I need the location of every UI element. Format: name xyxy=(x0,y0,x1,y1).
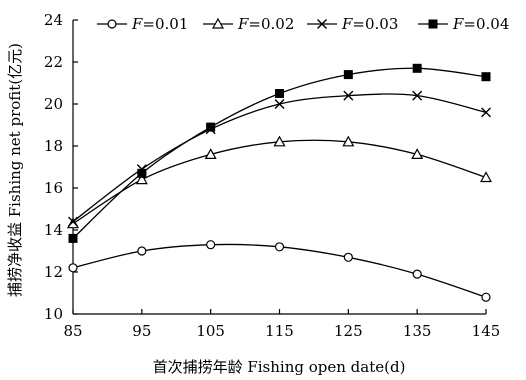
y-tick-label: 24 xyxy=(44,11,63,29)
data-point xyxy=(137,168,147,178)
data-point xyxy=(68,216,78,227)
y-tick-label: 20 xyxy=(44,95,63,113)
series-4 xyxy=(68,63,491,243)
data-point xyxy=(137,246,147,256)
data-point xyxy=(343,90,354,101)
x-tick-label: 125 xyxy=(334,322,363,340)
x-tick-label: 115 xyxy=(265,322,294,340)
data-point xyxy=(204,148,217,159)
data-point xyxy=(135,173,148,185)
data-point xyxy=(206,122,216,132)
legend-label: F=0.04 xyxy=(452,15,509,33)
data-point xyxy=(481,107,491,118)
legend-item: F=0.02 xyxy=(203,15,294,33)
legend-marker xyxy=(317,19,327,29)
data-point xyxy=(66,217,80,229)
y-tick-label: 22 xyxy=(44,53,63,71)
series-line xyxy=(72,93,487,223)
data-point xyxy=(481,72,491,82)
y-axis-title: 捕捞净收益 Fishing net profit(亿元) xyxy=(6,43,24,297)
x-tick-label: 95 xyxy=(132,322,151,340)
legend-label: F=0.01 xyxy=(131,15,188,33)
x-tick-label: 105 xyxy=(196,322,225,340)
data-point xyxy=(274,242,285,252)
y-tick-label: 16 xyxy=(44,179,63,197)
series-1 xyxy=(68,240,491,302)
series-layer xyxy=(66,63,493,302)
data-point xyxy=(343,252,353,262)
data-point xyxy=(412,90,423,101)
x-ticks: 85 95 105 115 125 135 145 xyxy=(63,309,500,340)
legend-marker xyxy=(107,19,117,29)
legend-item: F=0.04 xyxy=(418,15,509,33)
legend-marker xyxy=(211,17,225,29)
data-point xyxy=(206,240,216,250)
data-point xyxy=(273,135,286,147)
legend-item: F=0.01 xyxy=(97,15,188,33)
data-point xyxy=(68,233,78,243)
series-line xyxy=(72,139,487,225)
data-point xyxy=(412,63,422,73)
axes xyxy=(72,20,486,315)
data-point xyxy=(479,171,493,183)
data-point xyxy=(343,70,353,80)
legend-label: F=0.03 xyxy=(341,15,398,33)
data-point xyxy=(275,89,284,98)
legend: F=0.01 F=0.02 F=0.03 F=0.04 xyxy=(97,15,509,33)
y-tick-label: 12 xyxy=(44,263,63,281)
x-tick-label: 135 xyxy=(403,322,432,340)
y-tick-label: 18 xyxy=(44,137,63,155)
y-ticks: 10 12 14 16 18 20 22 24 xyxy=(44,11,78,323)
data-point xyxy=(342,135,355,147)
data-point xyxy=(411,148,424,159)
data-point xyxy=(412,269,422,279)
legend-label: F=0.02 xyxy=(237,15,294,33)
x-tick-label: 85 xyxy=(63,322,82,340)
series-line xyxy=(72,243,487,298)
data-point xyxy=(274,99,285,109)
legend-item: F=0.03 xyxy=(307,15,398,33)
y-tick-label: 10 xyxy=(44,305,63,323)
data-point xyxy=(68,263,78,273)
y-tick-label: 14 xyxy=(44,221,63,239)
x-axis-title: 首次捕捞年龄 Fishing open date(d) xyxy=(153,358,406,376)
x-tick-label: 145 xyxy=(472,322,501,340)
data-point xyxy=(481,292,491,302)
legend-marker xyxy=(428,19,438,29)
series-3 xyxy=(68,90,491,227)
